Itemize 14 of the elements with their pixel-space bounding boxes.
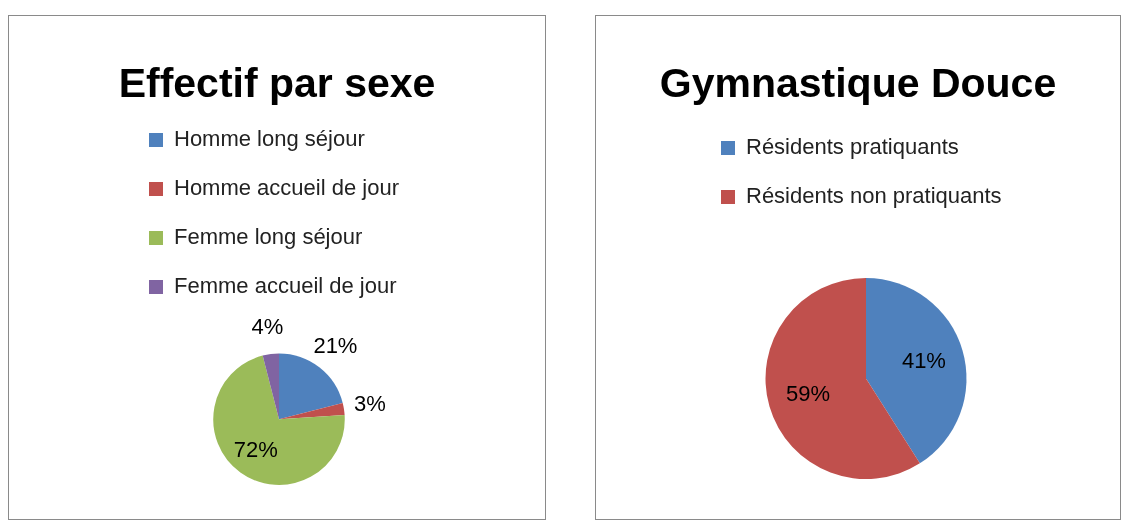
legend-label: Femme accueil de jour — [174, 273, 397, 299]
chart-title: Gymnastique Douce — [658, 60, 1058, 107]
legend-label: Résidents non pratiquants — [746, 183, 1002, 209]
data-label: 21% — [313, 332, 358, 358]
legend-label: Homme long séjour — [174, 126, 365, 152]
legend-label: Femme long séjour — [174, 224, 363, 250]
data-label: 59% — [786, 381, 831, 407]
chart-title: Effectif par sexe — [117, 60, 437, 107]
data-label: 41% — [901, 347, 946, 373]
data-label: 72% — [233, 437, 278, 463]
legend-label: Résidents pratiquants — [746, 134, 959, 160]
legend-label: Homme accueil de jour — [174, 175, 399, 201]
data-label: 3% — [354, 390, 386, 416]
data-label: 4% — [251, 313, 284, 339]
